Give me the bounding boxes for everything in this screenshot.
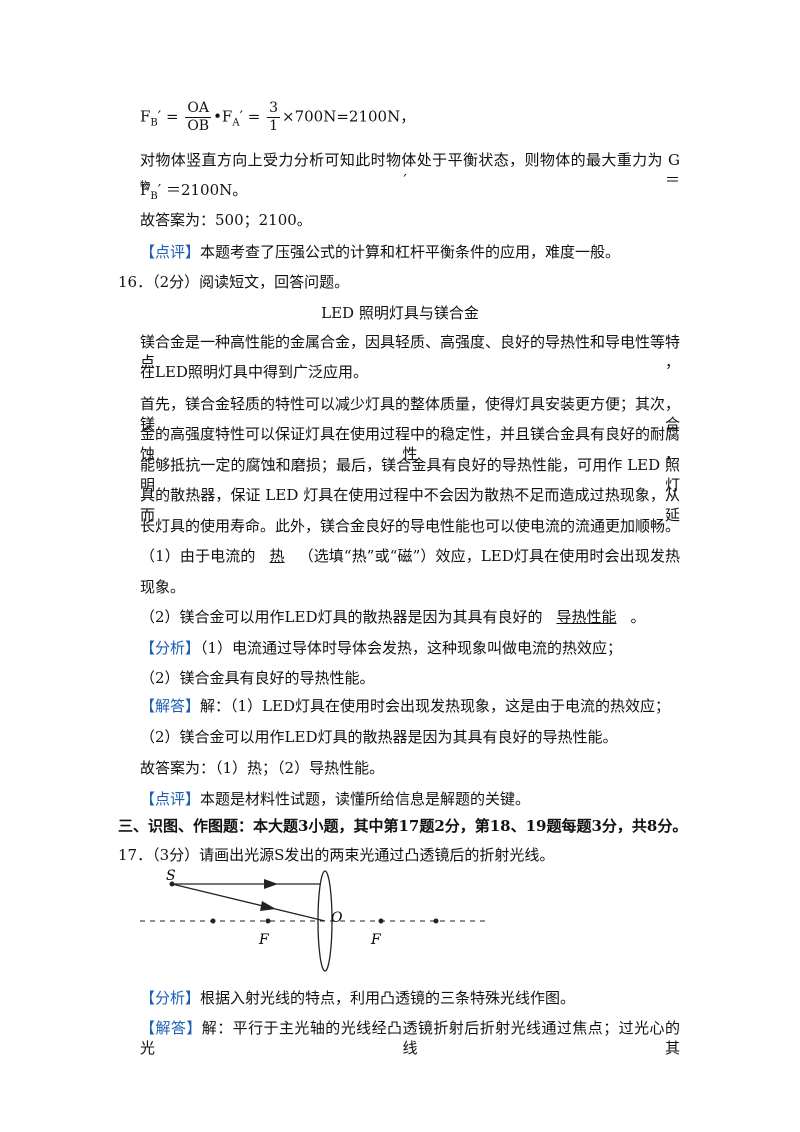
line: 【分析】（1）电流通过导体时导体会发热，这种现象叫做电流的热效应；	[140, 638, 622, 658]
text: 1	[269, 118, 279, 134]
line: 首先，镁合金轻质的特性可以减少灯具的整体质量，使得灯具安装更方便；其次，镁合	[140, 395, 681, 433]
line: 镁合金是一种高性能的金属合金，因具轻质、高强度、良好的导热性和导电性等特点，	[140, 333, 681, 371]
text: F	[140, 107, 151, 126]
arrow	[264, 879, 278, 889]
text: （选填“热”或“磁”）效应，LED灯具在使用时会出现发热	[298, 547, 680, 565]
text: （1）电流通过导体时导体会发热，这种现象叫做电流的热效应；	[200, 639, 623, 657]
line: 金的高强度特性可以保证灯具在使用过程中的稳定性，并且镁合金具有良好的耐腐蚀性，	[140, 425, 681, 463]
text: 物	[140, 181, 404, 192]
question: 16．（2分）阅读短文，回答问题。	[118, 273, 350, 291]
text: B	[150, 117, 158, 129]
tag: 【分析】	[140, 639, 201, 657]
line: 现象。	[140, 578, 186, 596]
text: 本题考查了压强公式的计算和杠杆平衡条件的应用，难度一般。	[200, 243, 621, 261]
ray	[171, 883, 326, 922]
text: ′ ＝2100N。	[157, 181, 248, 199]
question: 17．（3分）请画出光源S发出的两束光通过凸透镜后的折射光线。	[118, 846, 555, 864]
text: 根据入射光线的特点，利用凸透镜的三条特殊光线作图。	[200, 989, 576, 1007]
point	[265, 918, 271, 924]
label: F	[370, 932, 382, 948]
line: 能够抵抗一定的腐蚀和磨损；最后，镁合金具有良好的导热性能，可用作 LED 照明灯	[140, 456, 680, 494]
line: 在LED照明灯具中得到广泛应用。	[140, 363, 368, 381]
line: 【解答】解：（1）LED灯具在使用时会出现发热现象，这是由于电流的热效应；	[140, 696, 670, 716]
lens	[317, 870, 333, 972]
tag: 【分析】	[140, 989, 201, 1007]
tag: 【点评】	[140, 243, 201, 261]
text: （2）镁合金可以用作LED灯具的散热器是因为其具有良好的	[140, 608, 543, 626]
label: S	[166, 868, 176, 884]
point	[210, 918, 216, 924]
text: 解：平行于主光轴的光线经凸透镜折射后折射光线通过焦点；过光心的光线其	[140, 1019, 680, 1057]
line: 故答案为：500；2100。	[140, 211, 312, 229]
line: 具的散热器，保证 LED 灯具在使用过程中不会因为散热不足而造成过热现象，从而延	[140, 486, 680, 524]
line: 【点评】本题考查了压强公式的计算和杠杆平衡条件的应用，难度一般。	[140, 242, 620, 262]
line: 【分析】根据入射光线的特点，利用凸透镜的三条特殊光线作图。	[140, 988, 575, 1008]
arrow	[260, 901, 276, 911]
point	[378, 918, 384, 924]
tag: 【点评】	[140, 790, 201, 808]
line: 故答案为：（1）热；（2）导热性能。	[140, 759, 385, 777]
line: （2）镁合金可以用作LED灯具的散热器是因为其具有良好的导热性能。	[140, 728, 618, 746]
text: （1）由于电流的	[140, 547, 256, 565]
line: （2）镁合金可以用作LED灯具的散热器是因为其具有良好的导热性能。	[140, 607, 646, 627]
text: F	[140, 181, 151, 199]
line: 对物体竖直方向上受力分析可知此时物体处于平衡状态，则物体的最大重力为 G 物′ ＝	[140, 150, 680, 197]
fraction: OA OB	[185, 100, 212, 135]
line: 【解答】解：平行于主光轴的光线经凸透镜折射后折射光线通过焦点；过光心的光线其	[140, 1018, 680, 1058]
point	[433, 918, 439, 924]
text: 3	[267, 100, 281, 118]
line: FB′ ＝2100N。	[140, 180, 247, 207]
formula: FB′ = OA OB •FA′ = 3 1 ×700N=2100N，	[140, 100, 415, 135]
line: （1）由于电流的热 （选填“热”或“磁”）效应，LED灯具在使用时会出现发热	[140, 546, 680, 566]
answer: 导热性能	[556, 608, 617, 626]
text: ′ =	[157, 107, 179, 126]
line: 长灯具的使用寿命。此外，镁合金良好的导电性能也可以使电流的流通更加顺畅。	[140, 517, 681, 535]
heading: LED 照明灯具与镁合金	[321, 304, 479, 322]
text: 。	[630, 608, 646, 626]
label: F	[258, 932, 270, 948]
text: OA	[185, 100, 212, 118]
section-heading: 三、识图、作图题：本大题3小题，其中第17题2分，第18、19题每题3分，共8分…	[118, 817, 688, 835]
label: O	[331, 910, 343, 926]
text: 解：（1）LED灯具在使用时会出现发热现象，这是由于电流的热效应；	[200, 697, 670, 715]
text: A	[232, 117, 240, 129]
tag: 【解答】	[140, 697, 201, 715]
tag: 【解答】	[140, 1019, 202, 1037]
text: B	[150, 191, 158, 202]
text: ′ ＝	[403, 171, 680, 189]
line: 【点评】本题是材料性试题，读懂所给信息是解题的关键。	[140, 789, 530, 809]
text: ′ =	[239, 107, 261, 126]
text: •F	[213, 107, 233, 126]
line: （2）镁合金具有良好的导热性能。	[140, 669, 375, 687]
point	[169, 881, 175, 887]
text: 本题是材料性试题，读懂所给信息是解题的关键。	[200, 790, 531, 808]
text: OB	[187, 118, 210, 134]
text: 对物体竖直方向上受力分析可知此时物体处于平衡状态，则物体的最大重力为 G	[140, 151, 680, 169]
text: ×700N=2100N，	[282, 107, 416, 126]
answer: 热	[269, 547, 285, 565]
